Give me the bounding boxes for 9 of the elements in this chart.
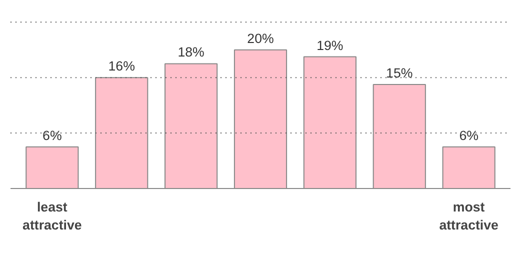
data-label: 19% (316, 38, 344, 53)
data-label: 6% (459, 128, 479, 143)
data-label: 16% (108, 58, 136, 74)
data-label: 20% (247, 30, 274, 46)
data-label: 6% (42, 128, 62, 143)
x-tick-label: most attractive (439, 200, 498, 232)
data-label: 18% (178, 44, 205, 60)
x-tick-label: least attractive (22, 200, 82, 232)
data-label: 15% (386, 66, 413, 81)
